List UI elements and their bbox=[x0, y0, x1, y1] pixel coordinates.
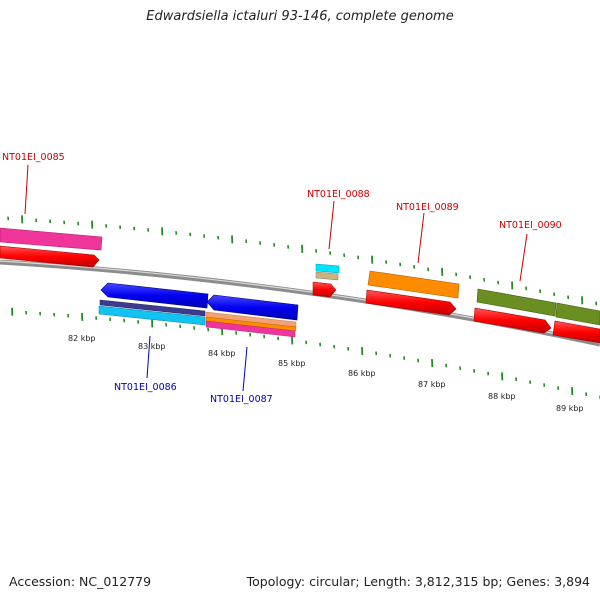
gene-labels: NT01EI_0085 NT01EI_0088 NT01EI_0089 NT01… bbox=[2, 152, 562, 405]
genome-summary-text: Topology: circular; Length: 3,812,315 bp… bbox=[246, 574, 590, 589]
gene-label-NT01EI_0090[interactable]: NT01EI_0090 bbox=[499, 220, 562, 231]
gene-label-NT01EI_0086[interactable]: NT01EI_0086 bbox=[114, 382, 177, 393]
cds-arrow-red[interactable] bbox=[473, 307, 552, 334]
gene-bar-orange[interactable] bbox=[367, 270, 460, 299]
gene-bar-navy[interactable] bbox=[99, 299, 206, 317]
cds-arrow-red[interactable] bbox=[552, 320, 600, 344]
gene-bar-orange[interactable] bbox=[205, 316, 297, 332]
gene-label-NT01EI_0088[interactable]: NT01EI_0088 bbox=[307, 189, 370, 200]
gene-label-NT01EI_0087[interactable]: NT01EI_0087 bbox=[210, 394, 273, 405]
cds-arrow-red[interactable] bbox=[365, 289, 457, 316]
scale-label: 86 kbp bbox=[348, 369, 376, 378]
gene-bar-cyan[interactable] bbox=[315, 263, 340, 274]
gene-label-lines bbox=[24, 164, 528, 392]
scale-label: 83 kbp bbox=[138, 342, 166, 351]
cds-arrow-red[interactable] bbox=[312, 281, 337, 298]
scale-label: 85 kbp bbox=[278, 359, 306, 368]
gene-bar-olive[interactable] bbox=[476, 288, 557, 317]
inner-ticks bbox=[11, 307, 600, 400]
scale-labels: 82 kbp 83 kbp 84 kbp 85 kbp 86 kbp 87 kb… bbox=[68, 334, 584, 413]
gene-features bbox=[0, 227, 600, 344]
scale-label: 84 kbp bbox=[208, 349, 236, 358]
gene-label-NT01EI_0089[interactable]: NT01EI_0089 bbox=[396, 202, 459, 213]
genome-title: Edwardsiella ictaluri 93-146, complete g… bbox=[146, 9, 454, 24]
gene-bar-tan[interactable] bbox=[315, 271, 339, 281]
gene-bar-magenta[interactable] bbox=[0, 227, 103, 251]
cds-arrow-blue[interactable] bbox=[206, 294, 299, 321]
outer-ticks bbox=[7, 215, 598, 306]
accession-text: Accession: NC_012779 bbox=[9, 574, 152, 589]
gene-label-NT01EI_0085[interactable]: NT01EI_0085 bbox=[2, 152, 65, 163]
scale-label: 89 kbp bbox=[556, 404, 584, 413]
scale-label: 88 kbp bbox=[488, 392, 516, 401]
cds-arrow-blue[interactable] bbox=[100, 282, 209, 309]
gene-bar-magenta[interactable] bbox=[205, 320, 296, 338]
scale-label: 82 kbp bbox=[68, 334, 96, 343]
cds-arrow-red[interactable] bbox=[0, 245, 100, 268]
gene-bar-olive[interactable] bbox=[555, 302, 600, 326]
scale-label: 87 kbp bbox=[418, 380, 446, 389]
gene-bar-cyan[interactable] bbox=[98, 305, 206, 326]
